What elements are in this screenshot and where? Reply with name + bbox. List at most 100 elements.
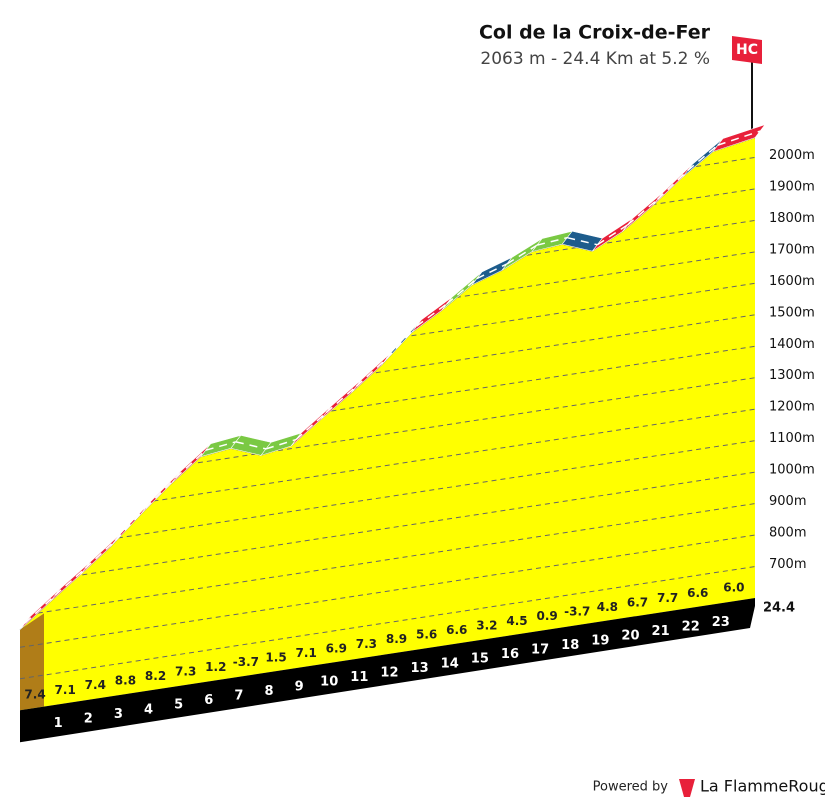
- gradient-label: 7.4: [85, 678, 106, 692]
- gradient-label: 6.7: [627, 595, 648, 609]
- y-tick-label: 2000m: [769, 148, 815, 163]
- km-label: 2: [84, 712, 93, 727]
- center-dash: [325, 385, 357, 414]
- km-label: 10: [320, 675, 338, 690]
- center-dash: [687, 144, 719, 172]
- y-tick-label: 1200m: [769, 400, 815, 415]
- y-tick-label: 1900m: [769, 179, 815, 194]
- grid-line: [20, 440, 755, 554]
- gradient-label: 6.9: [326, 641, 347, 655]
- km-label: 16: [501, 647, 519, 662]
- chart-subtitle: 2063 m - 24.4 Km at 5.2 %: [480, 49, 710, 69]
- km-label: 13: [411, 661, 429, 676]
- km-label: 4: [144, 702, 153, 717]
- brand: La FlammeRouge: [700, 777, 825, 796]
- y-tick-label: 1700m: [769, 242, 815, 257]
- grid-line: [20, 566, 755, 680]
- y-tick-label: 1600m: [769, 274, 815, 289]
- km-label: 6: [204, 693, 213, 708]
- gradient-label: 6.6: [687, 586, 708, 600]
- profile: 700m800m900m1000m1100m1200m1300m1400m150…: [19, 124, 815, 743]
- center-dash: [205, 441, 237, 451]
- gradient-label: 0.9: [537, 609, 558, 623]
- km-label: 21: [652, 624, 670, 639]
- side-face: [20, 613, 44, 711]
- gradient-segment: [711, 124, 766, 153]
- km-label: 12: [380, 666, 398, 681]
- km-label: 14: [441, 656, 459, 671]
- km-label: 17: [531, 643, 549, 658]
- grid-line: [20, 345, 755, 460]
- km-label: 11: [350, 670, 368, 685]
- km-label: 24.4: [763, 601, 795, 616]
- center-dash: [506, 244, 538, 265]
- km-label: 23: [712, 615, 730, 630]
- y-tick-label: 1800m: [769, 211, 815, 226]
- y-tick-label: 1400m: [769, 337, 815, 352]
- gradient-label: 8.2: [145, 669, 166, 683]
- grid-line: [20, 314, 755, 428]
- grid-line: [20, 534, 755, 648]
- grid-line: [20, 377, 755, 491]
- km-label: 1: [54, 716, 63, 731]
- center-dash: [385, 325, 418, 360]
- km-label: 22: [682, 620, 700, 635]
- gradient-label: 7.7: [657, 591, 678, 605]
- grid-line: [20, 471, 755, 585]
- chart-title: Col de la Croix-de-Fer: [479, 22, 711, 44]
- gradient-label: 6.6: [446, 623, 467, 637]
- badge: HC: [736, 42, 758, 58]
- center-dash: [295, 412, 327, 441]
- km-label: 9: [295, 679, 304, 694]
- y-tick-label: 1000m: [769, 463, 815, 478]
- center-dash: [355, 358, 387, 387]
- center-dash: [717, 130, 761, 146]
- center-dash: [476, 263, 508, 280]
- km-label: 7: [234, 689, 243, 704]
- y-tick-label: 1100m: [769, 431, 815, 446]
- gradient-label: 8.9: [386, 632, 407, 646]
- gradient-label: 7.4: [24, 687, 45, 701]
- flag: [732, 36, 762, 64]
- gradient-label: -3.7: [233, 655, 259, 669]
- center-dash: [235, 441, 267, 450]
- y-tick-label: 700m: [769, 557, 806, 572]
- km-label: 15: [471, 652, 489, 667]
- y-tick-label: 1500m: [769, 305, 815, 320]
- center-dash: [84, 539, 116, 569]
- gradient-label: 6.0: [723, 581, 744, 595]
- center-dash: [567, 236, 598, 246]
- center-dash: [144, 477, 177, 509]
- km-label: 20: [621, 629, 639, 644]
- center-dash: [657, 169, 689, 200]
- center-dash: [416, 303, 448, 327]
- center-dash: [626, 198, 659, 226]
- center-dash: [175, 449, 207, 479]
- gradient-label: -3.7: [564, 605, 590, 619]
- gradient-label: 1.2: [205, 660, 226, 674]
- powered-by: Powered by: [593, 780, 669, 795]
- center-dash: [54, 567, 86, 596]
- km-label: 3: [114, 707, 123, 722]
- gradient-label: 5.6: [416, 628, 437, 642]
- center-dash: [265, 438, 297, 450]
- gradient-label: 7.1: [55, 683, 76, 697]
- y-tick-label: 900m: [769, 494, 806, 509]
- gradient-label: 7.1: [296, 646, 317, 660]
- grid-line: [20, 408, 755, 522]
- y-tick-label: 800m: [769, 526, 806, 541]
- gradient-label: 7.3: [356, 637, 377, 651]
- center-dash: [446, 277, 478, 305]
- area-fill: [20, 137, 755, 711]
- km-label: 19: [591, 633, 609, 648]
- logo: [679, 779, 695, 797]
- y-tick-label: 1300m: [769, 368, 815, 383]
- gradient-label: 8.8: [115, 674, 136, 688]
- gradient-label: 4.8: [597, 600, 618, 614]
- center-dash: [114, 507, 147, 541]
- center-dash: [536, 236, 568, 246]
- center-dash: [596, 224, 628, 246]
- gradient-label: 4.5: [506, 614, 527, 628]
- km-label: 8: [264, 684, 273, 699]
